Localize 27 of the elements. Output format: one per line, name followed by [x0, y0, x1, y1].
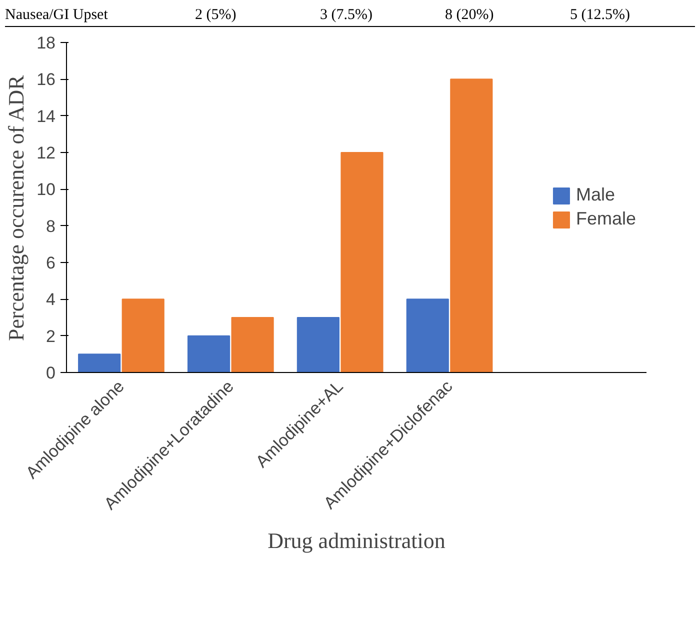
y-tick-label: 6	[46, 254, 56, 273]
text: Nausea/GI Upset	[5, 6, 109, 25]
bar	[122, 299, 164, 373]
legend-label: Male	[576, 184, 615, 206]
y-tick-label: 2	[46, 327, 56, 346]
y-tick-label: 0	[46, 364, 56, 383]
legend-label: Female	[576, 208, 636, 230]
bar	[450, 79, 493, 373]
y-tick-label: 8	[46, 217, 56, 236]
bar	[187, 336, 230, 373]
bar	[340, 152, 384, 373]
bar	[78, 354, 121, 373]
y-tick-label: 12	[36, 144, 56, 163]
text: 3 (7.5%)	[320, 6, 374, 25]
text: 8 (20%)	[445, 6, 495, 25]
y-tick-label: 16	[36, 70, 56, 90]
text: 5 (12.5%)	[570, 6, 631, 25]
text: 2 (5%)	[195, 6, 238, 25]
y-tick-label: 14	[36, 107, 56, 126]
bar	[296, 317, 340, 373]
y-tick-label: 18	[36, 34, 56, 53]
y-axis-title: Percentage occurence of ADR	[4, 75, 29, 342]
bar	[231, 317, 274, 373]
x-axis-title: Drug administration	[268, 528, 446, 554]
y-tick-label: 4	[46, 290, 56, 310]
bar	[406, 299, 449, 373]
y-tick-label: 10	[36, 180, 56, 200]
